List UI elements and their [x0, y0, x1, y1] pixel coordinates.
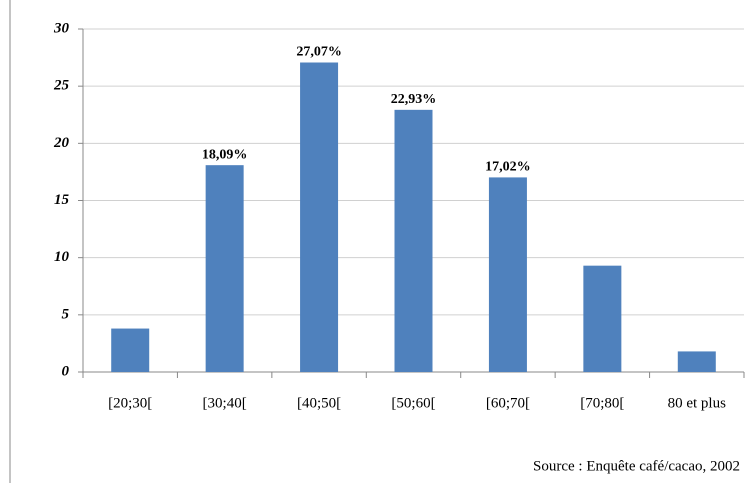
bar [205, 165, 244, 372]
y-tick-label: 20 [53, 135, 70, 151]
source-note: Source : Enquête café/cacao, 2002 [533, 458, 740, 474]
x-tick-label: [60;70[ [486, 395, 530, 411]
x-tick-label: [20;30[ [108, 395, 152, 411]
y-tick-label: 0 [62, 363, 70, 379]
data-label: 17,02% [485, 160, 531, 175]
bar [488, 177, 527, 372]
bar [677, 351, 716, 372]
x-tick-label: [50;60[ [391, 395, 435, 411]
data-label: 18,09% [202, 147, 248, 162]
y-tick-label: 30 [53, 20, 70, 36]
x-tick-label: [30;40[ [203, 395, 247, 411]
data-label: 22,93% [391, 92, 437, 107]
bar [394, 109, 433, 372]
x-tick-label: [40;50[ [297, 395, 341, 411]
data-label: 27,07% [296, 45, 342, 60]
y-tick-label: 10 [54, 249, 70, 265]
y-tick-label: 25 [53, 78, 70, 94]
x-tick-label: 80 et plus [668, 395, 726, 411]
x-tick-label: [70;80[ [580, 395, 624, 411]
chart-frame [9, 0, 749, 483]
bar [583, 265, 622, 372]
bar [111, 328, 150, 372]
y-tick-label: 5 [62, 306, 70, 322]
bar [300, 62, 339, 373]
y-tick-label: 15 [54, 192, 70, 208]
